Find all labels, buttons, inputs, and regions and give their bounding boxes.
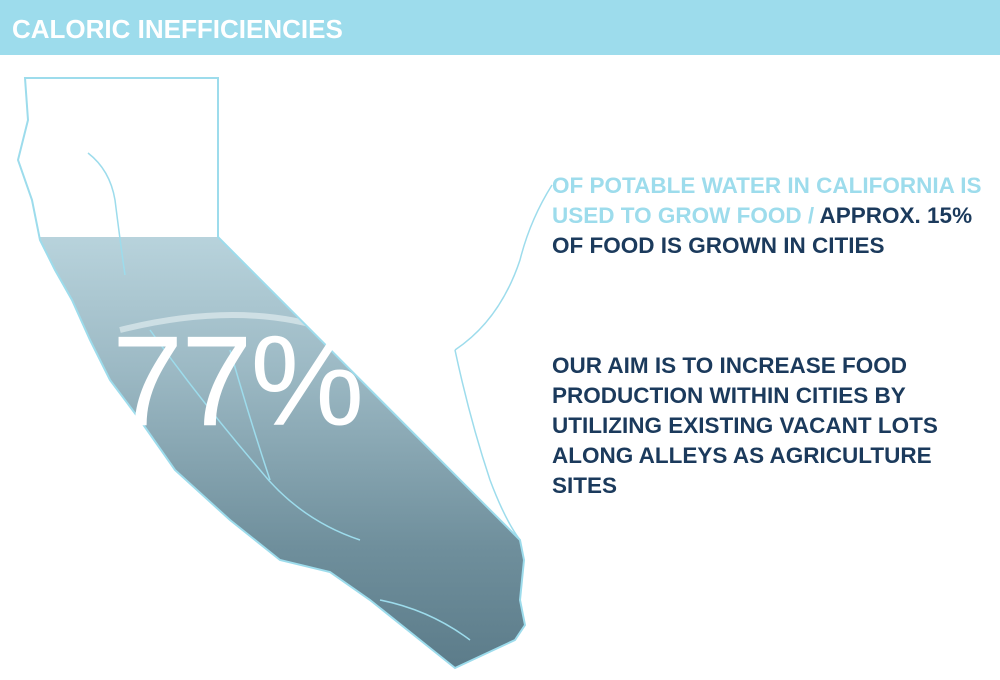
big-figure: 77% xyxy=(112,310,364,453)
header-bar: CALORIC INEFFICIENCIES xyxy=(0,0,1000,55)
highlight-text: OF POTABLE WATER IN CALIFORNIA IS USED T… xyxy=(552,173,982,228)
paragraph: OUR AIM IS TO INCREASE FOOD PRODUCTION W… xyxy=(552,353,938,498)
body-text: APPROX. 15% OF FOOD IS GROWN IN CITIES xyxy=(552,203,973,258)
header-title: CALORIC INEFFICIENCIES xyxy=(12,14,343,44)
california-map xyxy=(16,77,553,670)
paragraph: OF POTABLE WATER IN CALIFORNIA IS USED T… xyxy=(552,171,992,261)
